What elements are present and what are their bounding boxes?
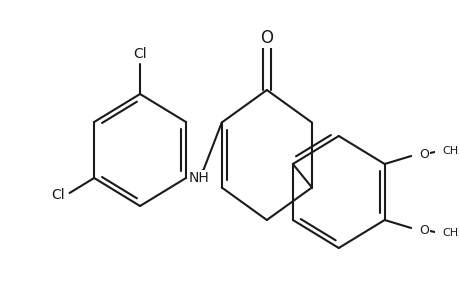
Text: O: O xyxy=(419,224,428,236)
Text: Cl: Cl xyxy=(133,47,146,61)
Text: Cl: Cl xyxy=(51,188,65,202)
Text: CH₃: CH₃ xyxy=(442,228,459,238)
Text: O: O xyxy=(419,148,428,160)
Text: CH₃: CH₃ xyxy=(442,146,459,156)
Text: NH: NH xyxy=(188,171,209,185)
Text: O: O xyxy=(260,29,273,47)
